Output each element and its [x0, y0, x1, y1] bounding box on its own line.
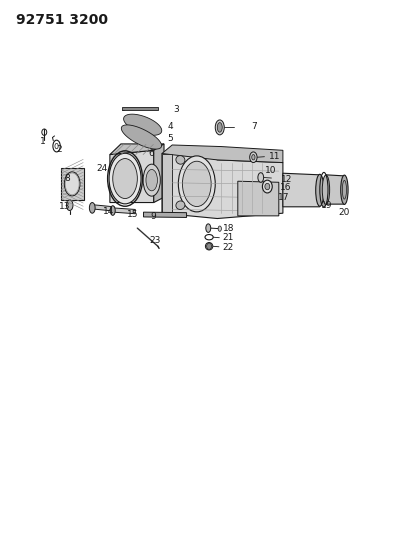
Polygon shape: [153, 144, 164, 203]
Polygon shape: [121, 125, 161, 149]
Ellipse shape: [205, 243, 212, 250]
Polygon shape: [325, 175, 344, 204]
Ellipse shape: [315, 174, 323, 206]
Text: 21: 21: [222, 233, 234, 242]
Ellipse shape: [321, 175, 329, 205]
Ellipse shape: [109, 154, 141, 204]
Ellipse shape: [175, 156, 184, 164]
Ellipse shape: [340, 175, 347, 205]
Text: 92751 3200: 92751 3200: [16, 13, 108, 27]
Ellipse shape: [146, 169, 157, 191]
Text: 1: 1: [40, 137, 46, 146]
Text: 22: 22: [222, 244, 234, 252]
Polygon shape: [237, 181, 278, 216]
Text: 10: 10: [264, 166, 276, 175]
Ellipse shape: [112, 159, 137, 199]
Polygon shape: [162, 145, 282, 163]
Text: 11: 11: [268, 152, 280, 161]
Text: 3: 3: [173, 105, 179, 114]
Ellipse shape: [66, 200, 73, 211]
Polygon shape: [162, 154, 282, 219]
Ellipse shape: [251, 155, 254, 160]
Polygon shape: [92, 205, 114, 211]
Ellipse shape: [143, 164, 160, 196]
Text: 13: 13: [59, 203, 70, 211]
Text: 2: 2: [56, 145, 62, 154]
Text: 12: 12: [281, 175, 292, 183]
Ellipse shape: [182, 161, 211, 206]
Text: 24: 24: [96, 165, 107, 173]
Text: 23: 23: [149, 237, 160, 245]
Ellipse shape: [249, 152, 256, 163]
Circle shape: [264, 183, 269, 190]
Text: 16: 16: [280, 183, 291, 192]
Ellipse shape: [178, 156, 215, 212]
Polygon shape: [122, 107, 157, 110]
Ellipse shape: [110, 206, 115, 215]
Text: 4: 4: [167, 122, 173, 131]
Text: 15: 15: [126, 211, 138, 219]
Polygon shape: [143, 212, 186, 217]
Text: 19: 19: [321, 201, 332, 210]
Polygon shape: [112, 208, 135, 214]
Polygon shape: [162, 154, 172, 213]
Ellipse shape: [89, 203, 95, 213]
Text: 7: 7: [251, 123, 256, 131]
Polygon shape: [123, 114, 162, 135]
Ellipse shape: [175, 201, 184, 209]
Polygon shape: [110, 144, 164, 155]
Ellipse shape: [215, 120, 224, 135]
Ellipse shape: [257, 173, 263, 182]
Ellipse shape: [218, 226, 221, 231]
Text: 5: 5: [167, 134, 173, 143]
Text: 20: 20: [337, 208, 348, 216]
Circle shape: [206, 243, 211, 249]
Text: 9: 9: [151, 212, 156, 221]
Text: 8: 8: [65, 174, 70, 182]
Circle shape: [262, 180, 272, 193]
Ellipse shape: [217, 123, 222, 132]
Polygon shape: [110, 150, 153, 203]
Text: 18: 18: [222, 224, 234, 233]
Text: 17: 17: [278, 193, 289, 201]
Polygon shape: [282, 173, 319, 207]
Text: 14: 14: [103, 207, 114, 216]
Ellipse shape: [205, 224, 210, 232]
Ellipse shape: [64, 172, 80, 196]
Polygon shape: [61, 168, 84, 200]
Text: 6: 6: [148, 149, 154, 158]
